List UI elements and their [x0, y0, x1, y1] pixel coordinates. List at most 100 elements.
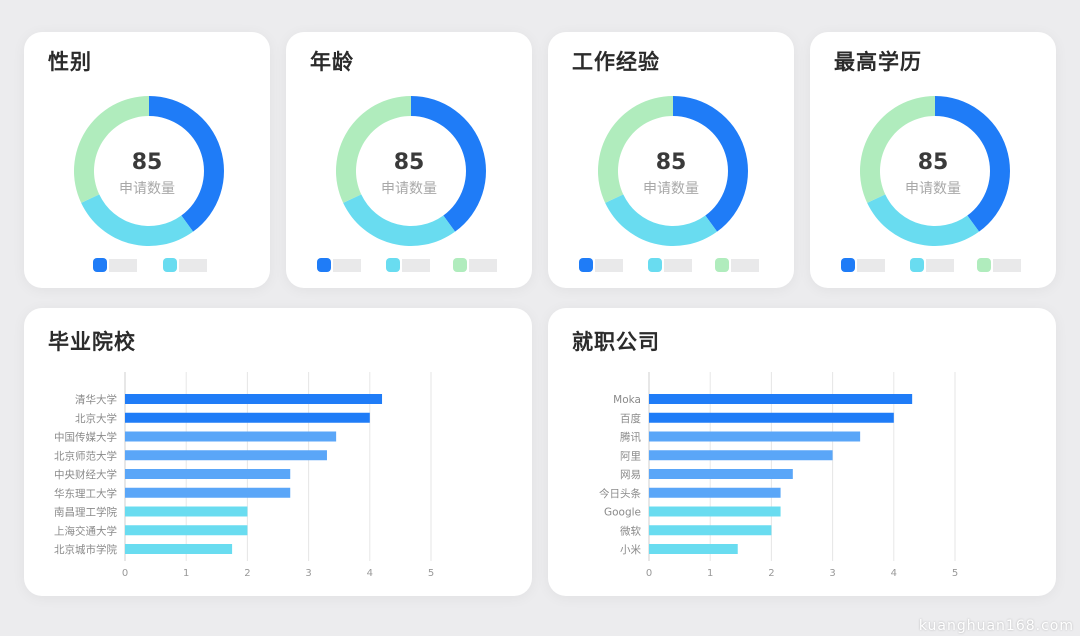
category-label: 小米	[620, 543, 641, 556]
bar[interactable]	[125, 506, 248, 517]
bar[interactable]	[125, 469, 291, 479]
card-title: 就职公司	[572, 330, 660, 354]
donut-slice	[411, 96, 486, 232]
x-tick-label: 3	[829, 568, 835, 579]
legend-text-placeholder	[993, 259, 1021, 272]
bar[interactable]	[125, 431, 337, 442]
donut-slice	[336, 96, 411, 203]
category-label: 微软	[620, 524, 641, 537]
legend-swatch	[910, 258, 924, 272]
center-value: 85	[131, 150, 163, 175]
donut-chart	[336, 96, 486, 246]
bar[interactable]	[649, 544, 738, 554]
center-label: 申请数量	[905, 181, 961, 197]
category-label: 北京城市学院	[54, 543, 117, 556]
donut-slice	[867, 194, 980, 246]
donut-slice	[935, 96, 1010, 232]
bar[interactable]	[649, 469, 793, 479]
legend-text-placeholder	[857, 259, 885, 272]
donut-slice	[598, 96, 673, 203]
bar[interactable]	[649, 412, 894, 423]
category-label: 南昌理工学院	[54, 506, 117, 519]
center-label: 申请数量	[381, 181, 437, 197]
legend-swatch	[453, 258, 467, 272]
x-tick-label: 5	[428, 568, 434, 579]
card-title: 工作经验	[572, 50, 660, 74]
card-title: 性别	[48, 50, 92, 74]
legend-swatch	[386, 258, 400, 272]
category-label: 清华大学	[75, 393, 117, 406]
category-label: 百度	[620, 412, 641, 425]
card-title: 毕业院校	[48, 330, 136, 354]
category-label: 阿里	[620, 450, 641, 462]
bar[interactable]	[649, 394, 913, 404]
x-tick-label: 0	[646, 568, 652, 579]
donut-slice	[149, 96, 224, 232]
donut-slice	[605, 194, 718, 246]
center-label: 申请数量	[119, 181, 175, 197]
bar[interactable]	[649, 450, 833, 461]
donut-chart	[598, 96, 748, 246]
legend-text-placeholder	[402, 259, 430, 272]
category-label: 北京师范大学	[54, 449, 117, 462]
experience-card: 工作经验 85 申请数量	[548, 32, 794, 288]
bar[interactable]	[125, 394, 383, 404]
bar[interactable]	[649, 525, 772, 536]
category-label: 网易	[620, 469, 641, 481]
x-tick-label: 2	[244, 568, 250, 579]
legend-swatch	[715, 258, 729, 272]
legend-swatch	[93, 258, 107, 272]
x-tick-label: 2	[768, 568, 774, 579]
legend-text-placeholder	[926, 259, 954, 272]
legend-text-placeholder	[664, 259, 692, 272]
donut-slice	[343, 194, 456, 246]
category-label: 华东理工大学	[54, 487, 117, 500]
company-card: 就职公司 0 1 2 3 4 5 Moka 百度 腾讯 阿里 网易 今日头条 Google 微软 小米	[548, 308, 1056, 596]
legend-text-placeholder	[109, 259, 137, 272]
category-label: 今日头条	[599, 487, 641, 500]
x-tick-label: 4	[367, 568, 373, 579]
x-tick-label: 0	[122, 568, 128, 579]
bar[interactable]	[125, 525, 248, 536]
category-label: 中国传媒大学	[54, 431, 117, 444]
donut-slice	[673, 96, 748, 232]
bar[interactable]	[649, 487, 781, 498]
age-card: 年龄 85 申请数量	[286, 32, 532, 288]
legend-swatch	[648, 258, 662, 272]
legend-swatch	[977, 258, 991, 272]
bar[interactable]	[125, 544, 233, 554]
bar[interactable]	[649, 431, 861, 442]
legend-text-placeholder	[731, 259, 759, 272]
legend-text-placeholder	[469, 259, 497, 272]
legend-swatch	[163, 258, 177, 272]
donut-chart	[860, 96, 1010, 246]
bar[interactable]	[649, 506, 781, 517]
x-tick-label: 5	[952, 568, 958, 579]
legend-swatch	[579, 258, 593, 272]
category-label: 北京大学	[75, 412, 117, 425]
legend-text-placeholder	[595, 259, 623, 272]
donut-slice	[81, 194, 194, 246]
category-label: 上海交通大学	[54, 524, 117, 537]
bar[interactable]	[125, 487, 291, 498]
center-value: 85	[917, 150, 949, 175]
card-title: 年龄	[310, 50, 354, 74]
watermark: kuanghuan168.com	[918, 618, 1074, 634]
x-tick-label: 4	[891, 568, 897, 579]
legend-text-placeholder	[333, 259, 361, 272]
legend-swatch	[317, 258, 331, 272]
category-label: 中央财经大学	[54, 468, 117, 481]
center-label: 申请数量	[643, 181, 699, 197]
center-value: 85	[655, 150, 687, 175]
x-tick-label: 3	[305, 568, 311, 579]
legend-swatch	[841, 258, 855, 272]
school-card: 毕业院校 0 1 2 3 4 5 清华大学 北京大学 中国传媒大学 北京师范大学 中央财经大学 华东理…	[24, 308, 532, 596]
bar[interactable]	[125, 450, 327, 461]
legend-text-placeholder	[179, 259, 207, 272]
donut-chart	[73, 96, 224, 246]
category-label: 腾讯	[620, 431, 641, 444]
category-label: Google	[604, 507, 641, 519]
education-card: 最高学历 85 申请数量	[810, 32, 1056, 288]
bar[interactable]	[125, 412, 370, 423]
